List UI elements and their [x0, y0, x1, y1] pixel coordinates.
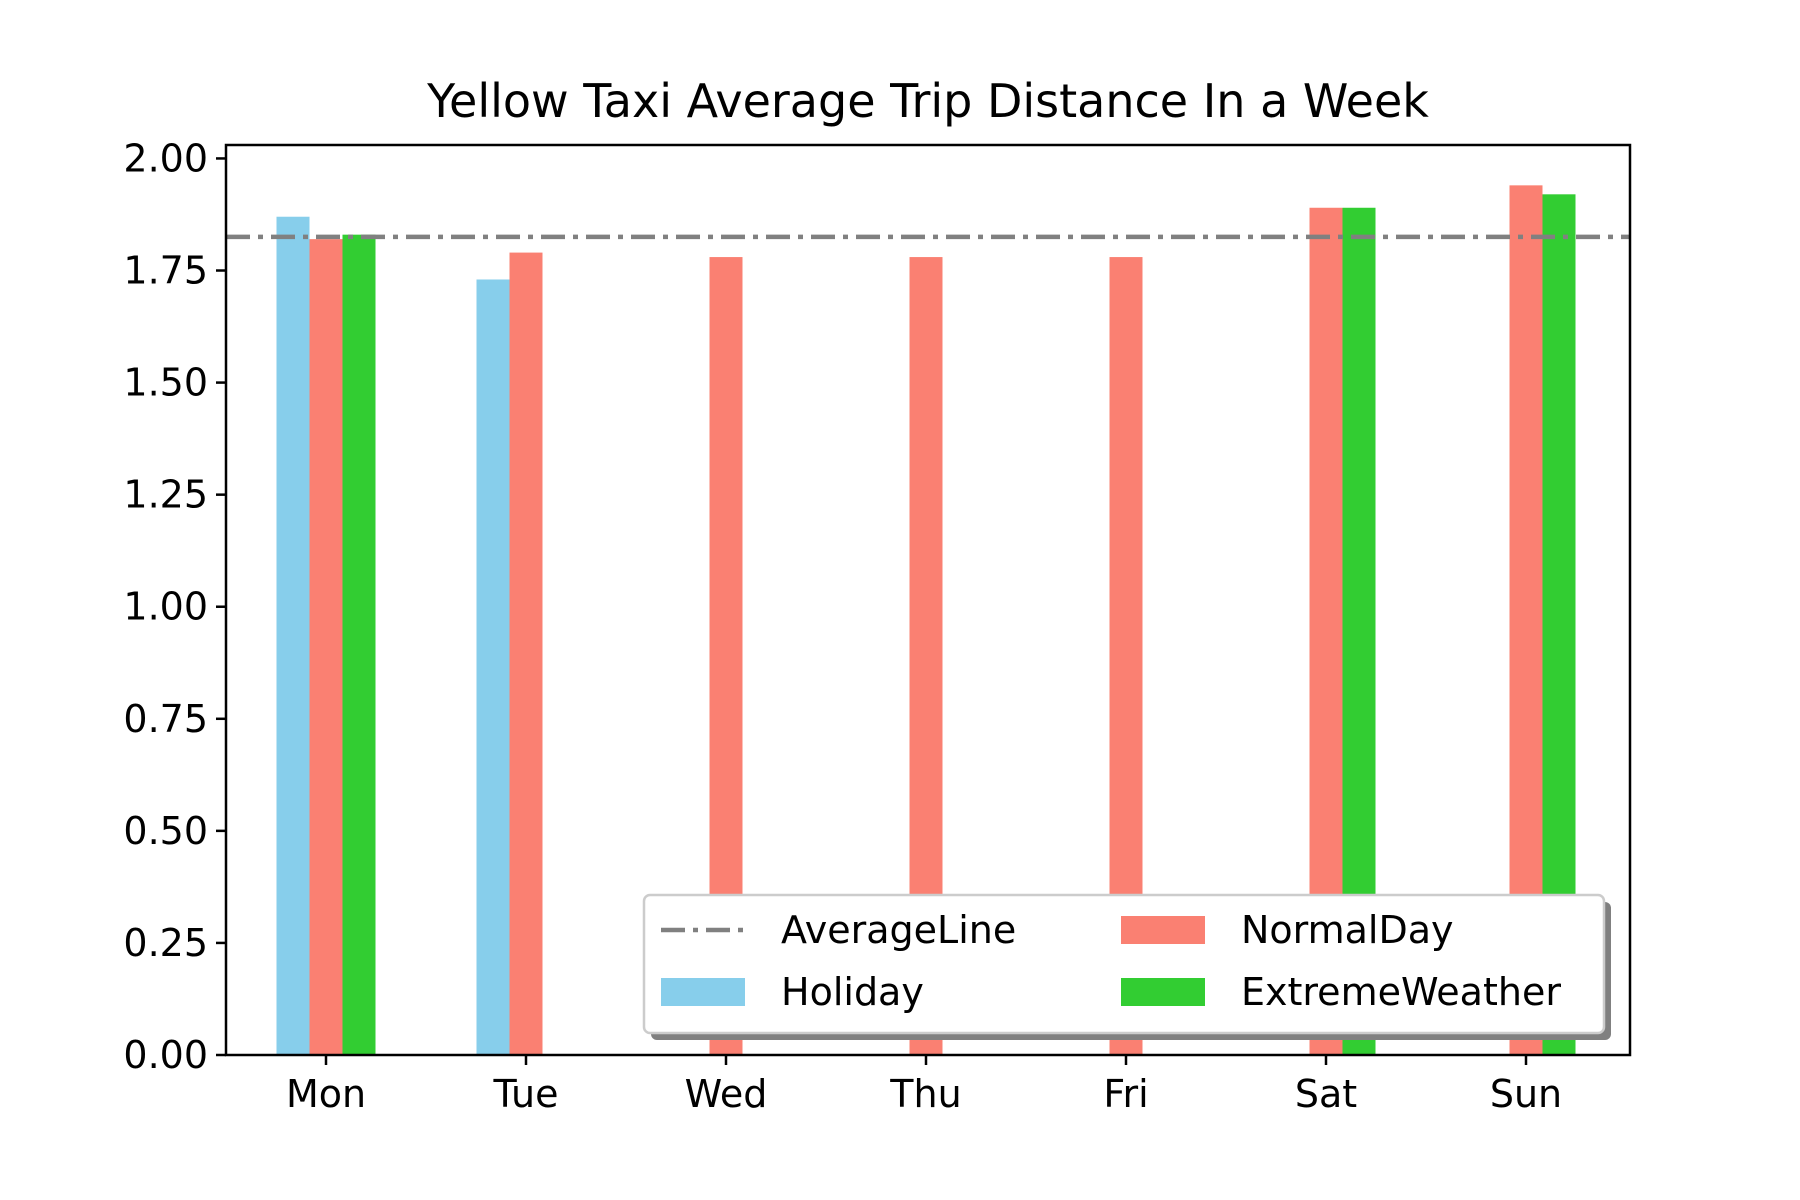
bar-holiday-mon	[276, 216, 310, 1056]
legend-swatch-normalday	[1121, 916, 1205, 944]
legend-swatch-extremeweather	[1121, 978, 1205, 1006]
x-tick-label-sun: Sun	[1490, 1072, 1562, 1116]
y-tick-label: 0.25	[123, 921, 208, 965]
legend: AverageLine NormalDay Holiday ExtremeWeathe…	[642, 893, 1611, 1040]
y-tick-label: 1.50	[123, 361, 208, 405]
x-tick-label-wed: Wed	[685, 1072, 768, 1116]
y-tick-label: 1.75	[123, 249, 208, 293]
plot-frame	[224, 143, 1632, 1057]
y-tick-label: 0.00	[123, 1033, 208, 1077]
y-tick-label: 2.00	[123, 136, 208, 180]
y-tick-label: 0.75	[123, 697, 208, 741]
x-tick-label-sat: Sat	[1295, 1072, 1357, 1116]
x-tick-label-tue: Tue	[493, 1072, 559, 1116]
x-tick-label-mon: Mon	[286, 1072, 366, 1116]
chart-title: Yellow Taxi Average Trip Distance In a W…	[426, 74, 1429, 128]
y-tick-label: 0.50	[123, 809, 208, 853]
x-tick-label-thu: Thu	[889, 1072, 961, 1116]
legend-label-extremeweather: ExtremeWeather	[1241, 970, 1561, 1014]
legend-swatch-holiday	[661, 978, 745, 1006]
legend-label-holiday: Holiday	[781, 970, 924, 1014]
x-tick-label-fri: Fri	[1103, 1072, 1148, 1116]
y-tick-label: 1.00	[123, 585, 208, 629]
x-axis: Mon Tue Wed Thu Fri Sat Sun	[286, 1055, 1562, 1116]
legend-label-normalday: NormalDay	[1241, 908, 1454, 952]
y-tick-label: 1.25	[123, 473, 208, 517]
y-axis: 0.00 0.25 0.50 0.75 1.00 1.25 1.50 1.75 2.00	[123, 136, 226, 1077]
bar-normalday-tue	[509, 252, 543, 1056]
legend-box	[642, 893, 1606, 1035]
bar-extremeweather-mon	[342, 234, 376, 1056]
bar-normalday-mon	[309, 239, 343, 1055]
bar-holiday-tue	[476, 279, 510, 1055]
legend-label-averageline: AverageLine	[781, 908, 1016, 952]
